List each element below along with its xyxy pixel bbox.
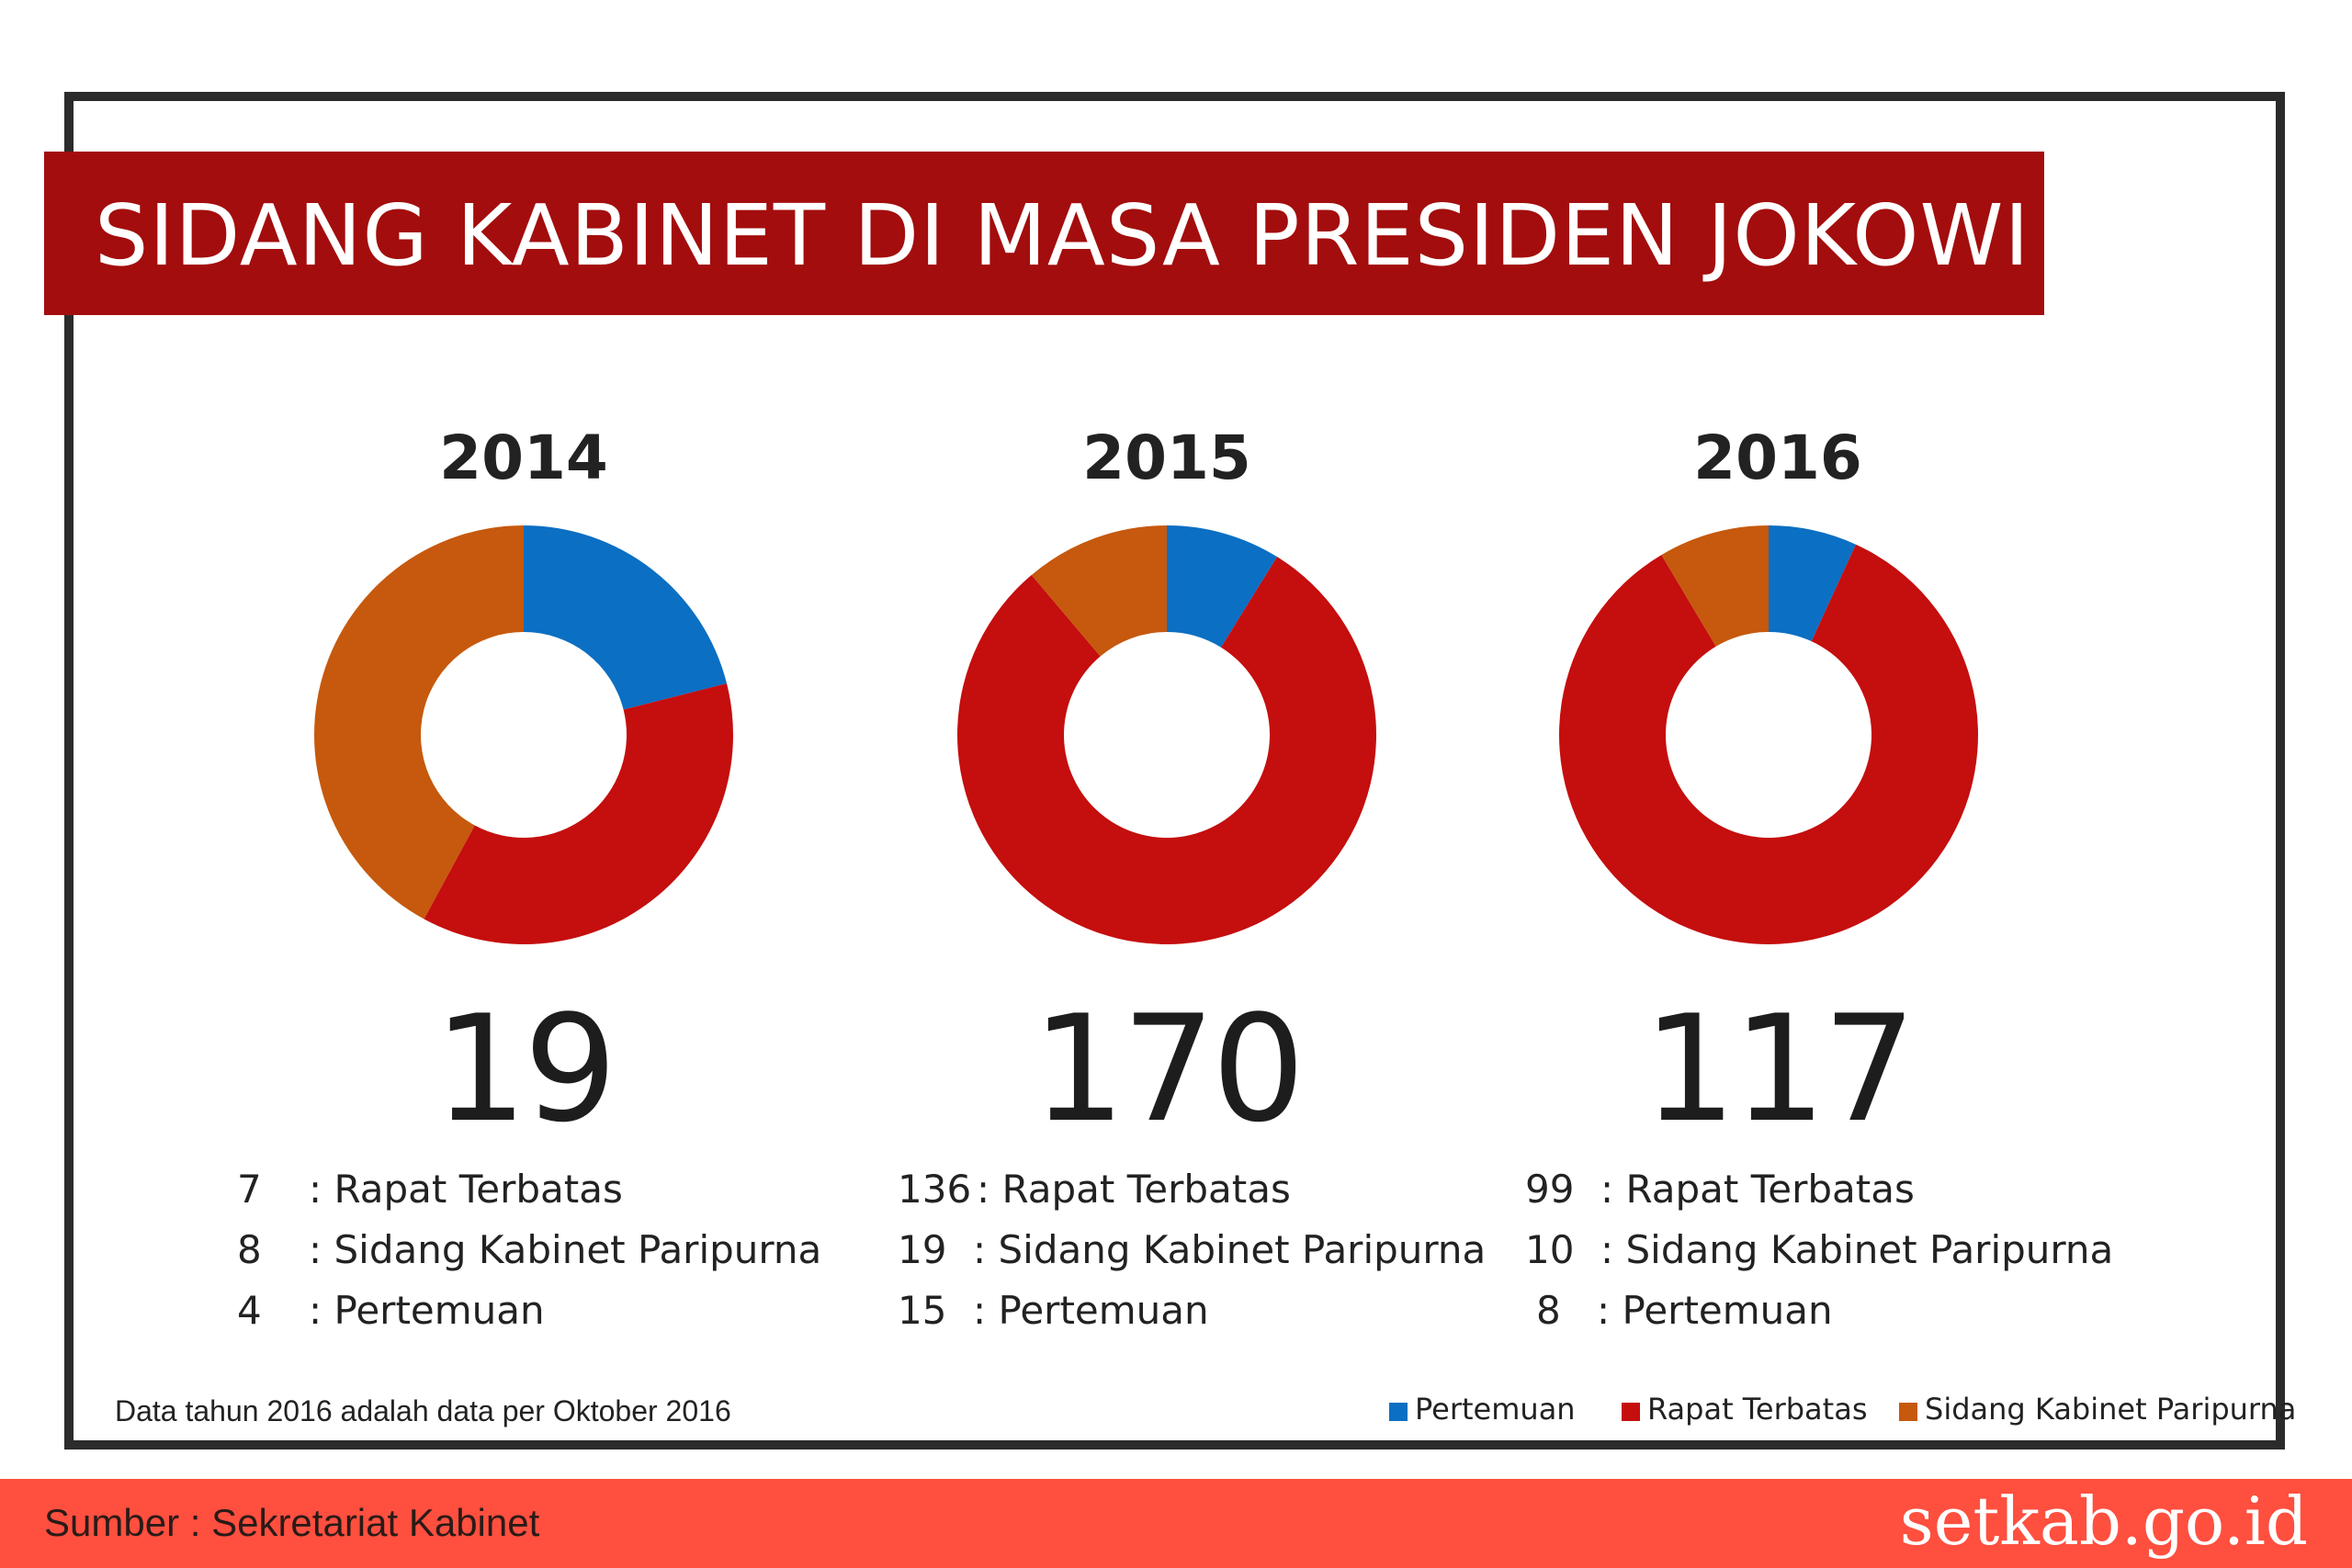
chart-year-label: 2015 — [1082, 423, 1251, 493]
chart-total: 19 — [434, 983, 617, 1155]
breakdown-value: 8 — [1536, 1288, 1561, 1333]
data-note: Data tahun 2016 adalah data per Oktober … — [115, 1394, 731, 1427]
donut-slice-sidang-kabinet-paripurna — [313, 525, 524, 919]
breakdown-label: : Rapat Terbatas — [309, 1167, 623, 1212]
donut-chart — [313, 525, 733, 944]
donut-slice-sidang-kabinet-paripurna — [1661, 525, 1769, 647]
donut-slice-pertemuan — [1769, 525, 1856, 642]
breakdown-label: : Sidang Kabinet Paripurna — [1600, 1227, 2114, 1272]
legend-swatch — [1899, 1403, 1917, 1421]
legend-label: Rapat Terbatas — [1647, 1392, 1868, 1427]
breakdown-label: : Sidang Kabinet Paripurna — [309, 1227, 822, 1272]
donut-chart — [1559, 525, 1978, 944]
breakdown-label: : Pertemuan — [309, 1288, 545, 1333]
title-banner: SIDANG KABINET DI MASA PRESIDEN JOKOWI — [44, 152, 2044, 315]
donut-slice-rapat-terbatas — [424, 683, 733, 944]
breakdown-value: 10 — [1525, 1227, 1575, 1272]
breakdown-value: 7 — [237, 1167, 262, 1212]
source-credit: Sumber : Sekretariat Kabinet — [44, 1501, 540, 1544]
donut-slice-rapat-terbatas — [957, 557, 1376, 944]
breakdown-label: : Rapat Terbatas — [977, 1167, 1291, 1212]
breakdown-label: : Pertemuan — [1597, 1288, 1833, 1333]
chart-year-label: 2016 — [1693, 423, 1862, 493]
footer-bar: Sumber : Sekretariat Kabinet setkab.go.i… — [0, 1479, 2352, 1568]
page-title: SIDANG KABINET DI MASA PRESIDEN JOKOWI — [95, 186, 2030, 285]
breakdown-label: : Sidang Kabinet Paripurna — [973, 1227, 1487, 1272]
breakdown-label: : Pertemuan — [973, 1288, 1209, 1333]
legend-label: Pertemuan — [1415, 1392, 1576, 1427]
breakdown-value: 15 — [898, 1288, 947, 1333]
chart-total: 117 — [1643, 983, 1916, 1155]
donut-chart — [957, 525, 1376, 944]
donut-slice-sidang-kabinet-paripurna — [1031, 525, 1167, 657]
brand-logo-text: setkab.go.id — [1899, 1483, 2308, 1560]
chart-2016: 2016 117 99 : Rapat Terbatas 10 : Sidang… — [1401, 404, 2154, 1387]
legend-label: Sidang Kabinet Paripurna — [1925, 1392, 2297, 1427]
breakdown-value: 19 — [898, 1227, 947, 1272]
breakdown-value: 4 — [237, 1288, 262, 1333]
donut-slice-pertemuan — [1167, 525, 1278, 648]
chart-2015: 2015 170 136 : Rapat Terbatas 19 : Sidan… — [790, 404, 1544, 1387]
chart-total: 170 — [1032, 983, 1305, 1155]
legend-swatch — [1389, 1403, 1408, 1421]
legend-swatch — [1622, 1403, 1640, 1421]
chart-year-label: 2014 — [439, 423, 608, 493]
chart-2014: 2014 19 7 : Rapat Terbatas 8 : Sidang Ka… — [147, 404, 900, 1387]
breakdown-value: 8 — [237, 1227, 262, 1272]
breakdown-value: 136 — [898, 1167, 972, 1212]
breakdown-label: : Rapat Terbatas — [1600, 1167, 1915, 1212]
donut-slice-rapat-terbatas — [1559, 544, 1978, 944]
donut-slice-pertemuan — [524, 525, 728, 710]
breakdown-value: 99 — [1525, 1167, 1575, 1212]
